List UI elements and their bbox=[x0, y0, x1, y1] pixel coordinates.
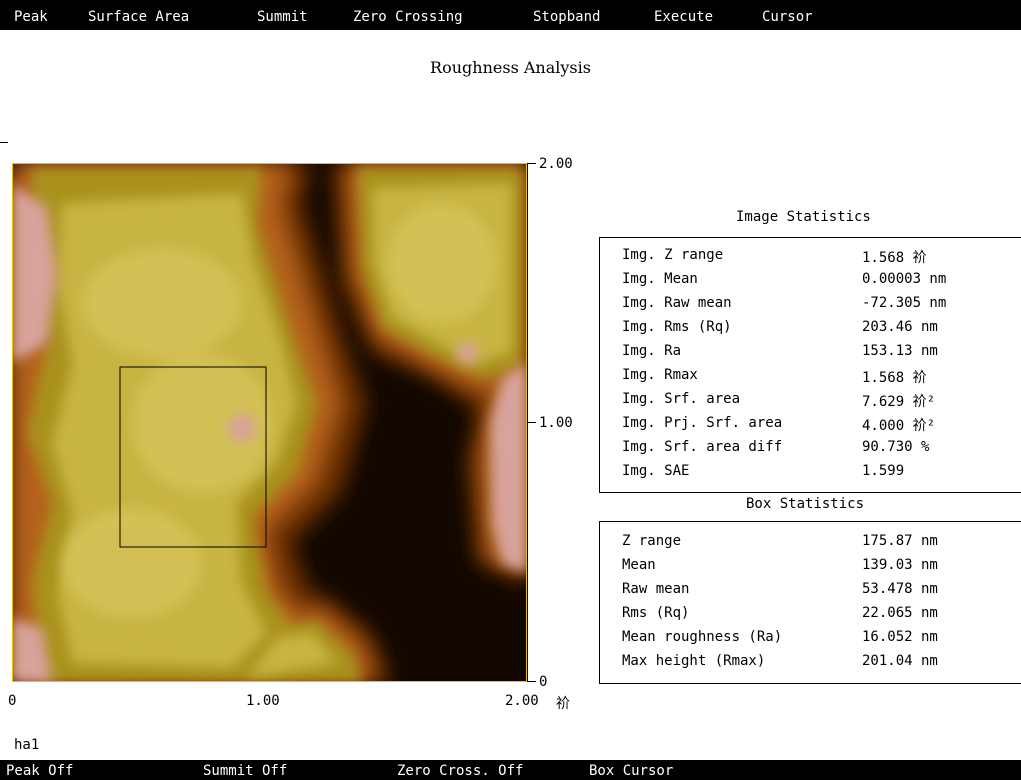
status-zero-cross-off[interactable]: Zero Cross. Off bbox=[397, 763, 524, 779]
stat-label: Rms (Rq) bbox=[622, 605, 690, 621]
box-cursor-rect bbox=[119, 366, 267, 548]
afm-image-svg bbox=[12, 163, 527, 682]
stat-label: Img. Ra bbox=[622, 343, 682, 359]
stat-label: Img. Rms (Rq) bbox=[622, 319, 732, 335]
stat-value: 7.629 祄² bbox=[862, 394, 936, 410]
image-statistics-panel: Img. Z range 1.568 祄 Img. Mean 0.00003 nm … bbox=[599, 237, 1021, 493]
menu-bar: Peak Surface Area Summit Zero Crossing S… bbox=[0, 0, 1021, 30]
stat-label: Max height (Rmax) bbox=[622, 653, 766, 669]
image-statistics-heading: Image Statistics bbox=[736, 209, 871, 225]
box-statistics-panel: Z range 175.87 nm Mean 139.03 nm Raw mean 5… bbox=[599, 521, 1021, 684]
stat-label: Img. Prj. Srf. area bbox=[622, 415, 783, 431]
stat-value: 90.730 % bbox=[862, 439, 930, 455]
stat-value: 1.568 祄 bbox=[862, 370, 927, 386]
status-bar: Peak Off Summit Off Zero Cross. Off Box … bbox=[0, 760, 1021, 780]
stat-value: 201.04 nm bbox=[862, 653, 938, 669]
stat-value: 22.065 nm bbox=[862, 605, 938, 621]
image-name-label: ha1 bbox=[14, 737, 40, 753]
stat-label: Mean roughness (Ra) bbox=[622, 629, 783, 645]
stat-label: Img. Raw mean bbox=[622, 295, 732, 311]
stat-label: Img. Rmax bbox=[622, 367, 698, 383]
menu-item-stopband[interactable]: Stopband bbox=[533, 9, 601, 25]
bottom-axis-label-start: 0 bbox=[8, 693, 17, 709]
stat-value: 16.052 nm bbox=[862, 629, 938, 645]
stat-label: Z range bbox=[622, 533, 682, 549]
status-box-cursor[interactable]: Box Cursor bbox=[589, 763, 674, 779]
stat-value: 203.46 nm bbox=[862, 319, 938, 335]
right-axis-tick-bottom bbox=[527, 681, 536, 682]
menu-item-zero-crossing[interactable]: Zero Crossing bbox=[353, 9, 463, 25]
bottom-axis-label-mid: 1.00 bbox=[246, 693, 280, 709]
stat-value: 4.000 祄² bbox=[862, 418, 936, 434]
right-axis-tick-mid bbox=[527, 422, 536, 423]
stat-value: 1.599 bbox=[862, 463, 905, 479]
bottom-axis-label-end: 2.00 bbox=[505, 693, 539, 709]
stat-label: Mean bbox=[622, 557, 656, 573]
menu-item-peak[interactable]: Peak bbox=[14, 9, 48, 25]
right-axis-tick-top bbox=[527, 163, 536, 164]
stat-label: Img. Z range bbox=[622, 247, 724, 263]
status-summit-off[interactable]: Summit Off bbox=[203, 763, 288, 779]
page-title: Roughness Analysis bbox=[430, 58, 591, 77]
menu-item-summit[interactable]: Summit bbox=[257, 9, 308, 25]
stat-label: Raw mean bbox=[622, 581, 690, 597]
menu-item-cursor[interactable]: Cursor bbox=[762, 9, 813, 25]
afm-image[interactable] bbox=[12, 163, 527, 682]
stat-label: Img. Mean bbox=[622, 271, 698, 287]
stat-label: Img. Srf. area bbox=[622, 391, 741, 407]
stat-value: 139.03 nm bbox=[862, 557, 938, 573]
right-axis-label-top: 2.00 bbox=[539, 156, 573, 172]
stat-value: 0.00003 nm bbox=[862, 271, 947, 287]
stat-value: 53.478 nm bbox=[862, 581, 938, 597]
menu-item-surface-area[interactable]: Surface Area bbox=[88, 9, 190, 25]
stat-label: Img. SAE bbox=[622, 463, 690, 479]
bottom-axis-unit: 祄 bbox=[556, 696, 570, 712]
stat-value: 175.87 nm bbox=[862, 533, 938, 549]
right-axis-label-mid: 1.00 bbox=[539, 415, 573, 431]
stat-value: -72.305 nm bbox=[862, 295, 947, 311]
stat-value: 1.568 祄 bbox=[862, 250, 927, 266]
stat-value: 153.13 nm bbox=[862, 343, 938, 359]
stat-label: Img. Srf. area diff bbox=[622, 439, 783, 455]
left-edge-mark bbox=[0, 142, 8, 143]
status-peak-off[interactable]: Peak Off bbox=[6, 763, 74, 779]
right-axis-label-bottom: 0 bbox=[539, 674, 548, 690]
menu-item-execute[interactable]: Execute bbox=[654, 9, 714, 25]
box-statistics-heading: Box Statistics bbox=[746, 496, 865, 512]
